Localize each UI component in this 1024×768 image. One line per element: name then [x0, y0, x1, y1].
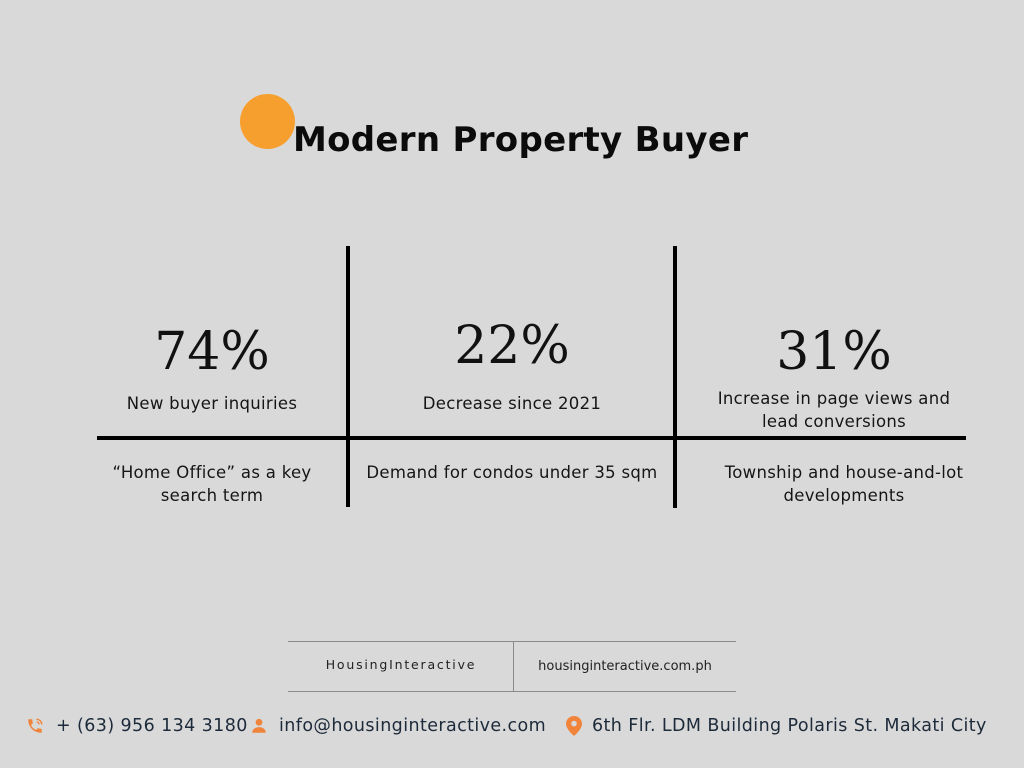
contact-phone[interactable]: + (63) 956 134 3180	[26, 712, 248, 740]
detail-text-3: Township and house-and-lot developments	[724, 463, 964, 505]
grid-vertical-line-1	[346, 246, 350, 507]
footer-box-top-border	[288, 641, 736, 642]
person-icon	[250, 717, 268, 735]
accent-circle	[240, 94, 295, 149]
website-link[interactable]: housinginteractive.com.ph	[538, 659, 712, 674]
stat-label-1: New buyer inquiries	[126, 394, 298, 413]
stat-value-2: 22%	[454, 316, 570, 376]
contact-email[interactable]: info@housinginteractive.com	[250, 712, 546, 740]
contact-address[interactable]: 6th Flr. LDM Building Polaris St. Makati…	[566, 712, 987, 740]
stat-value-1: 74%	[154, 322, 270, 382]
grid-horizontal-line	[97, 436, 966, 440]
detail-text-2: Demand for condos under 35 sqm	[366, 463, 658, 482]
email-address: info@housinginteractive.com	[279, 716, 547, 736]
page-title: Modern Property Buyer	[293, 120, 749, 160]
stat-label-3: Increase in page views and lead conversi…	[717, 389, 951, 431]
stat-value-3: 31%	[776, 322, 892, 382]
brand-name: HousingInteractive	[325, 657, 477, 672]
footer-box-divider	[513, 641, 514, 691]
address-text: 6th Flr. LDM Building Polaris St. Makati…	[592, 716, 987, 736]
stat-label-2: Decrease since 2021	[422, 394, 602, 413]
location-pin-icon	[566, 716, 582, 736]
detail-text-1: “Home Office” as a key search term	[112, 463, 312, 505]
footer-box-bottom-border	[288, 691, 736, 692]
phone-icon	[26, 717, 44, 735]
grid-vertical-line-2	[673, 246, 677, 508]
phone-number: + (63) 956 134 3180	[56, 716, 248, 736]
